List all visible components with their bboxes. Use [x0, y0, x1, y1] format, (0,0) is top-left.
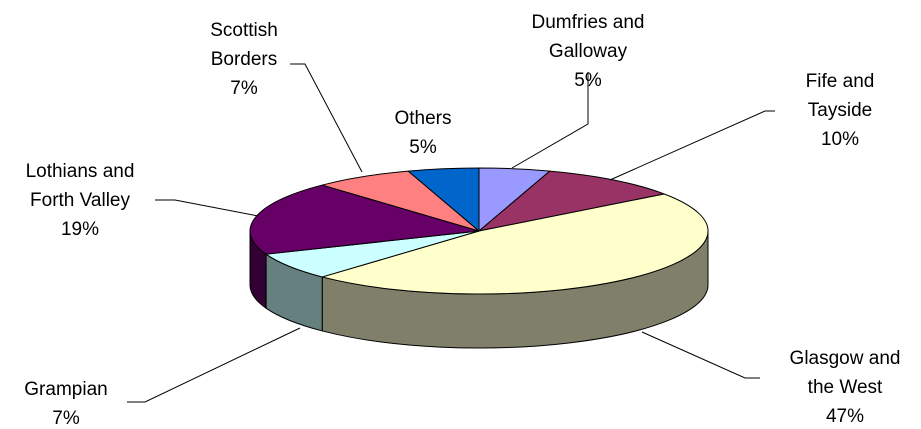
slice-percent-glasgow-and-the-west: 47% — [826, 406, 864, 427]
pie-slice-fife-and-tayside — [478, 170, 665, 232]
leader-line-grampian — [127, 327, 301, 403]
slice-percent-dumfries-and-galloway: 5% — [574, 70, 602, 91]
slice-percent-grampian: 7% — [52, 408, 80, 429]
slice-label-dumfries-and-galloway: Dumfries and Galloway 5% — [532, 12, 645, 91]
slice-name-fife-and-tayside: Tayside — [808, 100, 872, 121]
slice-name-glasgow-and-the-west: the West — [808, 377, 883, 398]
slice-name-lothians-and-forth-valley: Lothians and — [26, 161, 135, 182]
slice-name-others: Others — [394, 108, 451, 129]
slice-label-glasgow-and-the-west: Glasgow and the West 47% — [790, 348, 901, 427]
slice-percent-lothians-and-forth-valley: 19% — [61, 219, 99, 240]
slice-label-grampian: Grampian 7% — [24, 379, 107, 429]
slice-name-dumfries-and-galloway: Galloway — [549, 41, 628, 62]
slice-label-fife-and-tayside: Fife and Tayside 10% — [806, 71, 875, 150]
slice-name-grampian: Grampian — [24, 379, 107, 400]
pie-slices — [249, 167, 709, 295]
slice-name-lothians-and-forth-valley: Forth Valley — [30, 190, 130, 211]
slice-label-lothians-and-forth-valley: Lothians and Forth Valley 19% — [26, 161, 135, 240]
leader-lines — [127, 63, 775, 403]
pie-slice-glasgow-and-the-west — [321, 193, 709, 295]
slice-percent-scottish-borders: 7% — [230, 78, 258, 99]
slice-label-others: Others 5% — [394, 108, 451, 158]
slice-labels: Dumfries and Galloway 5% Fife and Tayside 10%… — [24, 12, 900, 429]
slice-name-fife-and-tayside: Fife and — [806, 71, 875, 92]
slice-name-glasgow-and-the-west: Glasgow and — [790, 348, 901, 369]
slice-percent-fife-and-tayside: 10% — [821, 129, 859, 150]
leader-line-fife-and-tayside — [609, 110, 775, 181]
slice-percent-others: 5% — [409, 137, 437, 158]
slice-name-scottish-borders: Borders — [211, 49, 278, 70]
leader-line-scottish-borders — [290, 63, 363, 173]
leader-line-dumfries-and-galloway — [511, 72, 589, 169]
pie-slice-lothians-and-forth-valley — [249, 184, 480, 255]
slice-name-dumfries-and-galloway: Dumfries and — [532, 12, 645, 33]
pie-slice-others — [407, 167, 480, 232]
leader-line-lothians-and-forth-valley — [155, 199, 259, 217]
slice-label-scottish-borders: Scottish Borders 7% — [210, 20, 278, 99]
leader-line-glasgow-and-the-west — [641, 331, 760, 379]
slice-name-scottish-borders: Scottish — [210, 20, 278, 41]
